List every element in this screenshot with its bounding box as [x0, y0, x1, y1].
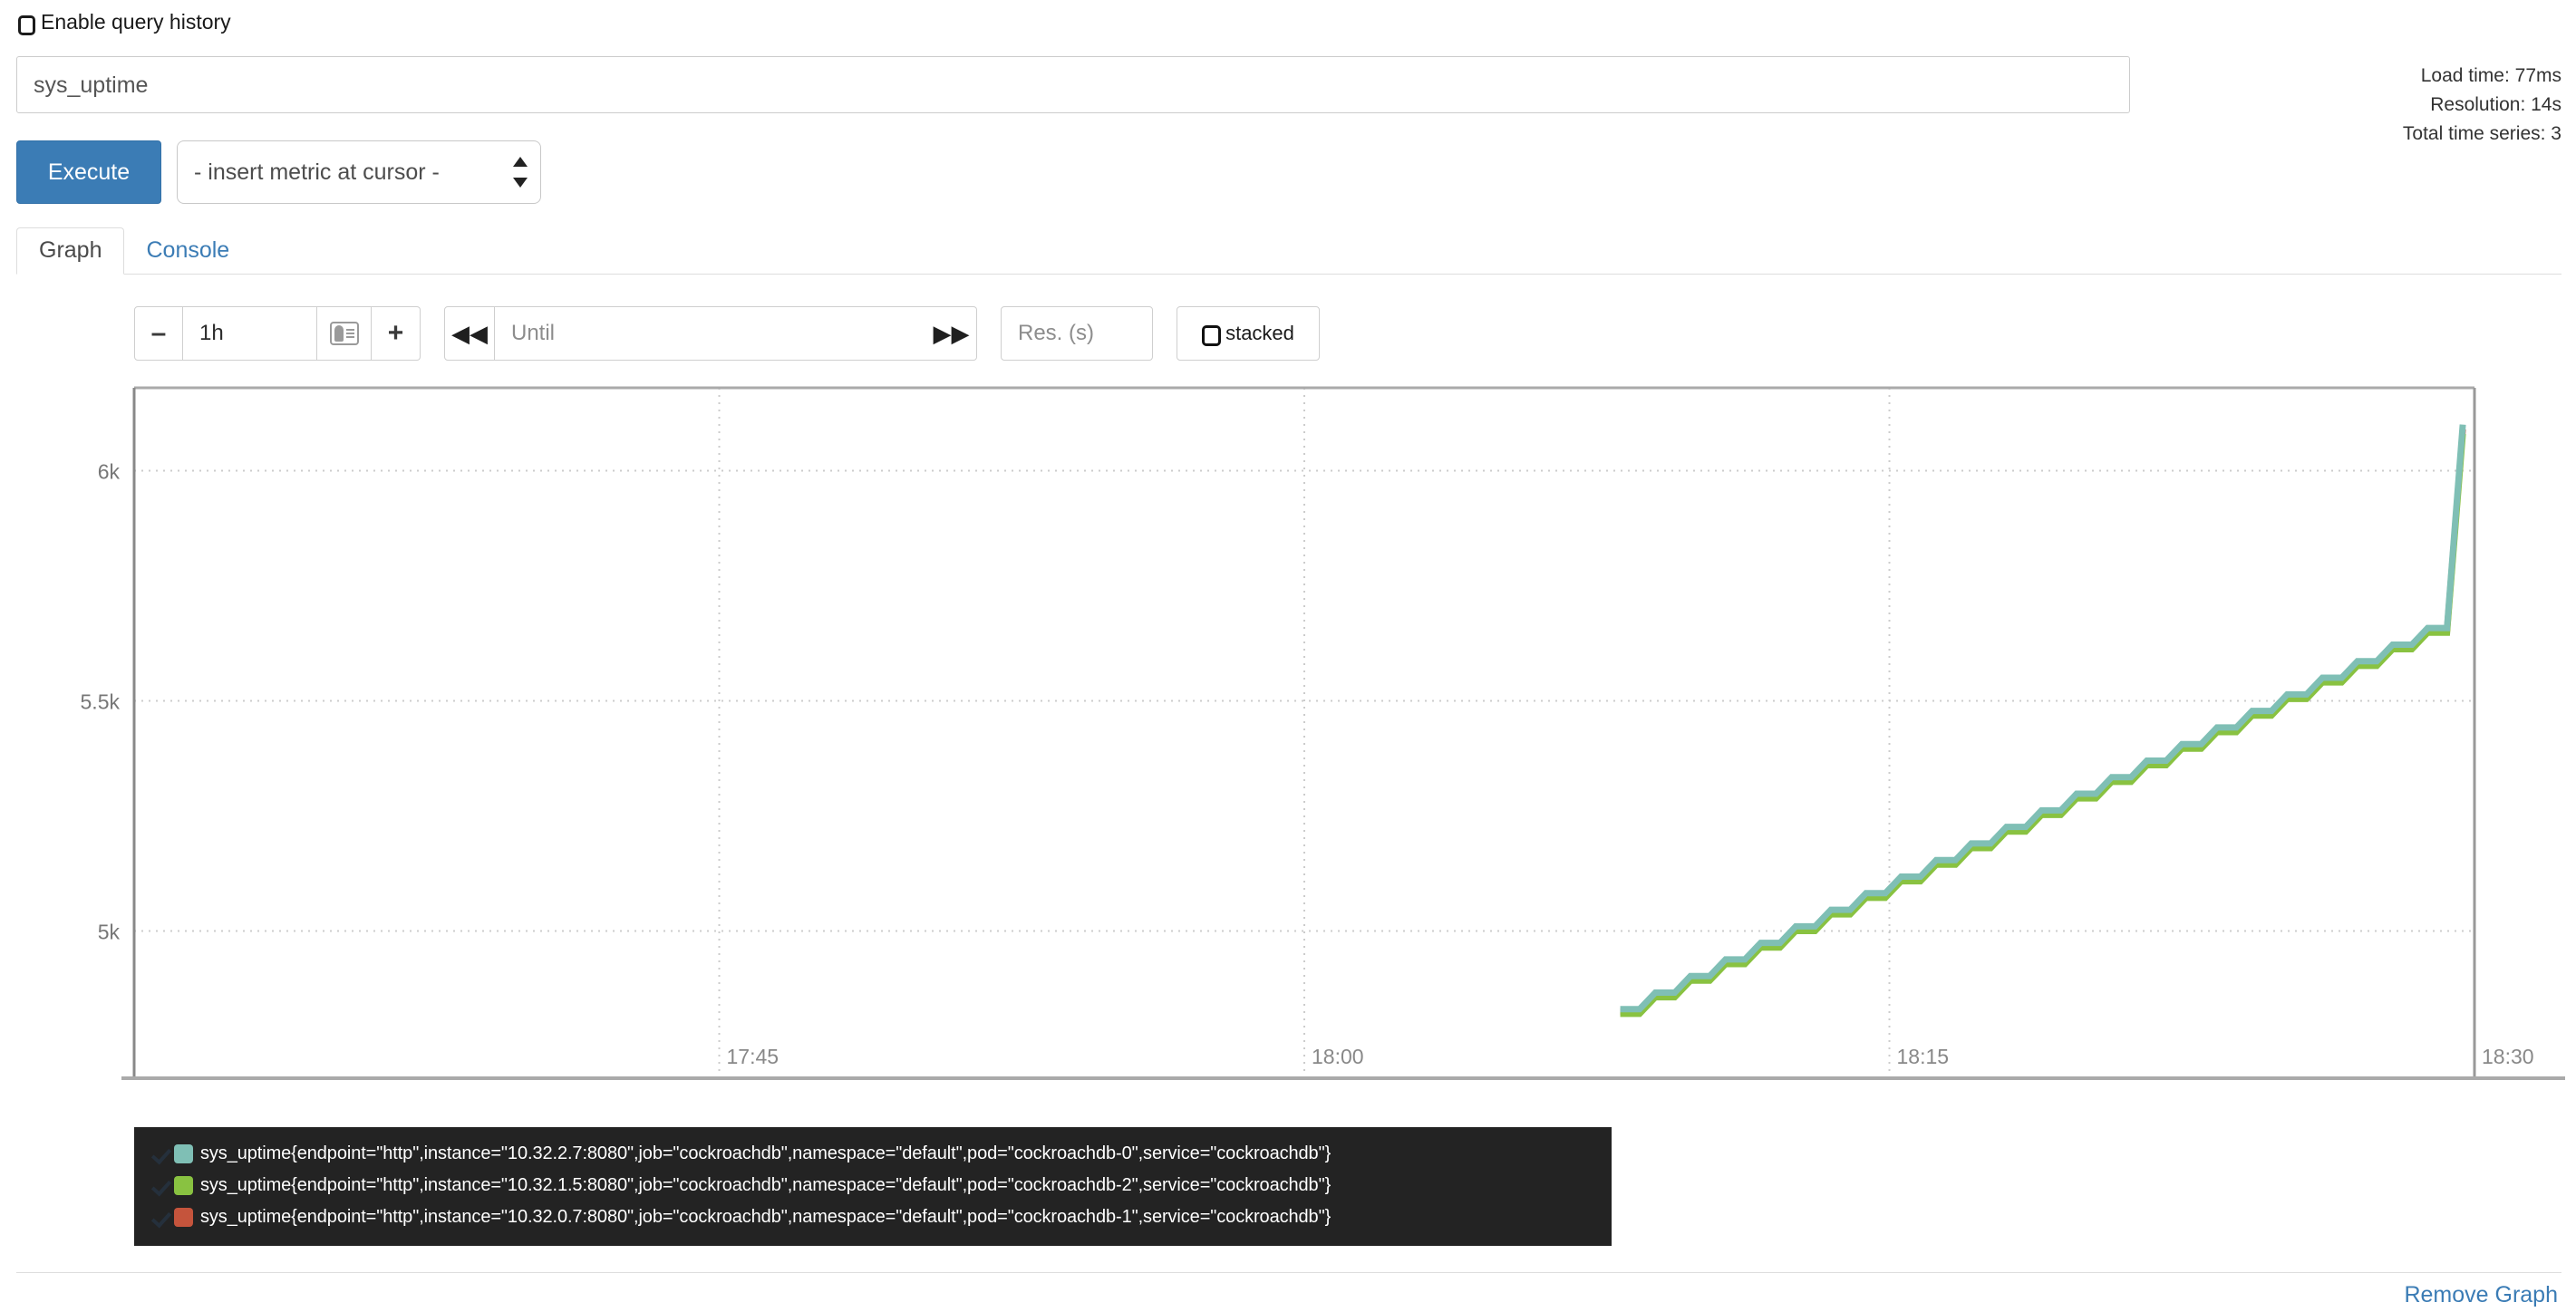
view-tabs: Graph Console	[16, 222, 2561, 275]
legend-item[interactable]: sys_uptime{endpoint="http",instance="10.…	[134, 1138, 1612, 1170]
decrease-range-button[interactable]: –	[134, 306, 183, 361]
calendar-glyph	[329, 322, 359, 345]
enable-query-history-label: Enable query history	[41, 10, 231, 34]
resolution-text: Resolution: 14s	[2430, 93, 2561, 115]
x-axis-tick-label: 18:00	[1312, 1045, 1364, 1068]
query-stats: Load time: 77ms Resolution: 14s Total ti…	[2403, 62, 2561, 149]
checkbox-unchecked-icon[interactable]	[1202, 325, 1222, 346]
increase-range-button[interactable]: +	[372, 306, 421, 361]
panel-divider	[16, 1272, 2561, 1273]
stacked-label: stacked	[1225, 322, 1294, 344]
graph-svg: 5k 5.5k 6k 17:45 18:00 18:15 18:30	[81, 386, 2565, 1080]
tab-console[interactable]: Console	[146, 237, 230, 263]
remove-graph-link[interactable]: Remove Graph	[2404, 1282, 2558, 1307]
graph-controls-toolbar: – 1h + ◀◀ Until ▶▶ Res. (s) stacked	[134, 306, 1320, 361]
legend-item-label: sys_uptime{endpoint="http",instance="10.…	[200, 1207, 1332, 1227]
legend-item[interactable]: sys_uptime{endpoint="http",instance="10.…	[134, 1201, 1612, 1233]
range-input[interactable]: 1h	[183, 306, 317, 361]
series-legend: sys_uptime{endpoint="http",instance="10.…	[134, 1127, 1612, 1246]
check-icon[interactable]	[150, 1208, 170, 1228]
total-time-series-text: Total time series: 3	[2402, 122, 2561, 144]
series-line	[1620, 429, 2466, 1015]
legend-item-label: sys_uptime{endpoint="http",instance="10.…	[200, 1143, 1332, 1163]
stacked-checkbox[interactable]: stacked	[1177, 306, 1320, 361]
calendar-icon[interactable]	[317, 306, 372, 361]
x-axis-tick-label: 17:45	[727, 1045, 780, 1068]
y-axis-tick-label: 5k	[98, 920, 121, 943]
select-arrows-icon	[513, 157, 528, 188]
until-input[interactable]: Until	[495, 306, 926, 361]
legend-item-label: sys_uptime{endpoint="http",instance="10.…	[200, 1175, 1332, 1195]
step-backward-button[interactable]: ◀◀	[444, 306, 495, 361]
step-forward-button[interactable]: ▶▶	[926, 306, 977, 361]
x-axis-tick-label: 18:30	[2482, 1045, 2534, 1068]
time-navigation-group: ◀◀ Until ▶▶	[444, 306, 977, 361]
load-time-text: Load time: 77ms	[2420, 65, 2561, 86]
insert-metric-select[interactable]: - insert metric at cursor -	[177, 140, 541, 204]
check-icon[interactable]	[150, 1176, 170, 1196]
insert-metric-select-value: - insert metric at cursor -	[194, 159, 440, 185]
resolution-input[interactable]: Res. (s)	[1001, 306, 1153, 361]
execute-button[interactable]: Execute	[16, 140, 161, 204]
graph-canvas[interactable]: 5k 5.5k 6k 17:45 18:00 18:15 18:30	[0, 381, 2576, 1096]
enable-query-history-toggle[interactable]: Enable query history	[16, 10, 231, 35]
check-icon[interactable]	[150, 1144, 170, 1164]
series-line	[1620, 433, 2466, 1018]
legend-item[interactable]: sys_uptime{endpoint="http",instance="10.…	[134, 1170, 1612, 1201]
series-color-swatch	[174, 1176, 193, 1195]
series-color-swatch	[174, 1144, 193, 1163]
range-control-group: – 1h +	[134, 306, 421, 361]
y-axis-tick-label: 6k	[98, 459, 121, 483]
y-axis-tick-label: 5.5k	[81, 690, 121, 713]
x-axis-tick-label: 18:15	[1897, 1045, 1950, 1068]
series-color-swatch	[174, 1208, 193, 1227]
checkbox-unchecked-icon[interactable]	[16, 14, 35, 35]
series-line	[1620, 424, 2466, 1013]
tab-graph[interactable]: Graph	[16, 227, 125, 275]
query-expression-input[interactable]	[16, 56, 2130, 113]
